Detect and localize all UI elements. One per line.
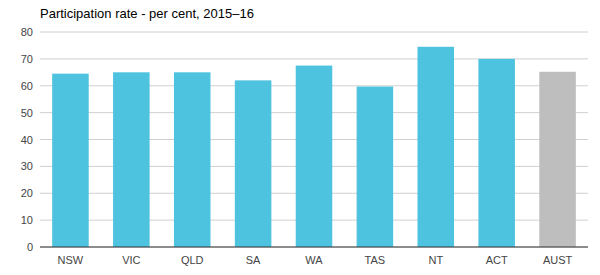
- x-tick-label: WA: [305, 254, 323, 266]
- bar: [296, 66, 333, 247]
- chart: Participation rate - per cent, 2015–16 0 1…: [0, 0, 600, 275]
- y-tick-label: 10: [21, 214, 33, 226]
- y-tick-label: 20: [21, 187, 33, 199]
- grid-line: [40, 247, 588, 248]
- bar: [235, 80, 272, 247]
- bar: [418, 47, 455, 247]
- x-tick-label: NSW: [58, 254, 84, 266]
- bars: [52, 47, 576, 247]
- grid-line: [40, 32, 588, 33]
- grid: [40, 32, 588, 247]
- bar: [52, 74, 89, 247]
- bar: [539, 72, 576, 247]
- y-tick-label: 70: [21, 53, 33, 65]
- x-tick-label: QLD: [181, 254, 204, 266]
- chart-container: Participation rate - per cent, 2015–16 0 1…: [0, 0, 600, 275]
- y-tick-label: 0: [27, 241, 33, 253]
- bar: [357, 87, 394, 247]
- y-tick-label: 40: [21, 134, 33, 146]
- x-tick-label: VIC: [122, 254, 140, 266]
- x-tick-label: AUST: [543, 254, 573, 266]
- y-tick-label: 30: [21, 160, 33, 172]
- x-tick-label: ACT: [486, 254, 508, 266]
- bar: [113, 72, 150, 247]
- y-tick-label: 80: [21, 26, 33, 38]
- bar: [478, 59, 515, 247]
- title: Participation rate - per cent, 2015–16: [40, 6, 254, 21]
- x-tick-label: NT: [428, 254, 443, 266]
- x-tick-label: SA: [246, 254, 261, 266]
- y-tick-label: 50: [21, 107, 33, 119]
- y-tick-label: 60: [21, 80, 33, 92]
- x-axis-line: [40, 247, 588, 248]
- bar: [174, 72, 211, 247]
- x-tick-label: TAS: [365, 254, 386, 266]
